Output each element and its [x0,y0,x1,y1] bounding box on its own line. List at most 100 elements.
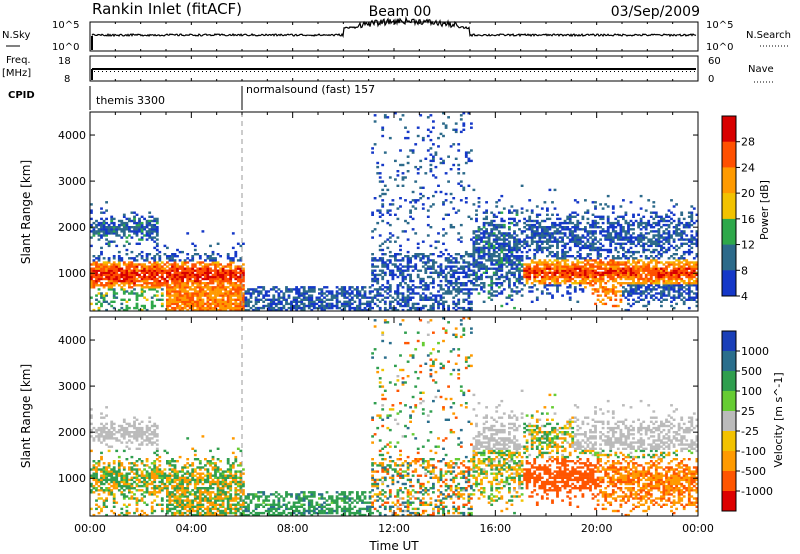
power-cell [596,246,600,250]
power-cell [168,290,172,293]
power-cell [439,161,443,165]
power-cell [528,226,532,229]
power-cell [571,234,575,237]
power-cell [409,259,412,262]
power-cell [110,271,114,274]
power-cell [611,290,615,293]
power-cell [376,294,380,297]
power-cell [667,261,671,264]
power-cell [601,207,605,210]
power-cell [657,219,661,223]
power-cell [535,205,539,208]
power-cell [133,306,136,310]
power-cell [665,261,668,264]
power-cell [606,230,610,233]
power-cell [505,265,509,268]
power-cell [404,302,407,306]
power-cell [140,236,144,239]
power-cell [198,286,202,289]
power-cell [540,263,544,266]
power-cell [97,277,101,281]
power-cell [627,230,630,233]
power-cell [444,284,448,287]
power-cell [196,269,200,272]
power-cell [401,259,405,262]
nave-dot [434,71,435,72]
power-cell [596,221,600,225]
power-cell [419,192,423,196]
power-cell [515,267,519,270]
power-cell [535,248,539,252]
power-cell [586,244,590,248]
power-cell [632,277,635,281]
power-cell [639,277,643,281]
power-cell [138,279,141,283]
power-cell [193,294,197,297]
power-cell [224,277,228,281]
power-cell [667,230,671,233]
power-cell [117,308,121,312]
power-cell [581,215,585,218]
power-cell [236,265,240,268]
power-cell [110,221,114,225]
power-cell [667,223,671,227]
power-cell [513,242,516,245]
power-cell [133,257,136,260]
power-cell [482,284,486,287]
power-cell [475,246,478,250]
power-cell [568,238,572,241]
power-cell [533,275,537,279]
power-cell [277,296,281,299]
power-cell [198,282,202,285]
power-cell [538,259,542,262]
power-cell [492,246,496,250]
power-cell [107,282,111,285]
power-cell [406,155,410,158]
power-cell [133,269,136,272]
power-cell [90,244,93,248]
power-cell [568,298,572,301]
power-cell [186,257,190,260]
power-cell [634,244,638,248]
power-cell [677,219,681,223]
power-cell [143,304,146,308]
power-cell [404,255,407,258]
power-cell [348,298,352,301]
power-cell [495,277,499,281]
power-cell [183,298,187,301]
power-cell [464,292,468,295]
power-cell [120,259,124,262]
power-cell [470,253,473,256]
power-cell [432,271,435,274]
power-cell [196,300,200,303]
power-cell [611,275,615,279]
power-cell [421,257,425,260]
power-cell [660,248,663,252]
power-cell [102,294,106,297]
power-cell [140,308,144,312]
power-cell [692,282,696,285]
power-cell [193,273,197,277]
power-cell [229,263,233,266]
power-cell [647,265,651,268]
power-cell [652,236,656,239]
power-cell [221,279,225,283]
power-cell [487,234,491,237]
power-cell [619,294,623,297]
power-cell [353,288,357,291]
power-cell [530,269,534,272]
power-cell [117,226,121,229]
power-cell [637,267,640,270]
power-cell [591,242,595,245]
power-cell [231,292,235,295]
power-cell [292,300,296,303]
power-cell [386,259,390,262]
power-cell [447,279,450,283]
power-cell [166,275,169,279]
power-cell [518,269,521,272]
power-cell [601,288,605,291]
power-cell [181,277,184,281]
power-cell [112,265,116,268]
nave-dot [662,71,663,72]
power-cell [606,228,610,231]
